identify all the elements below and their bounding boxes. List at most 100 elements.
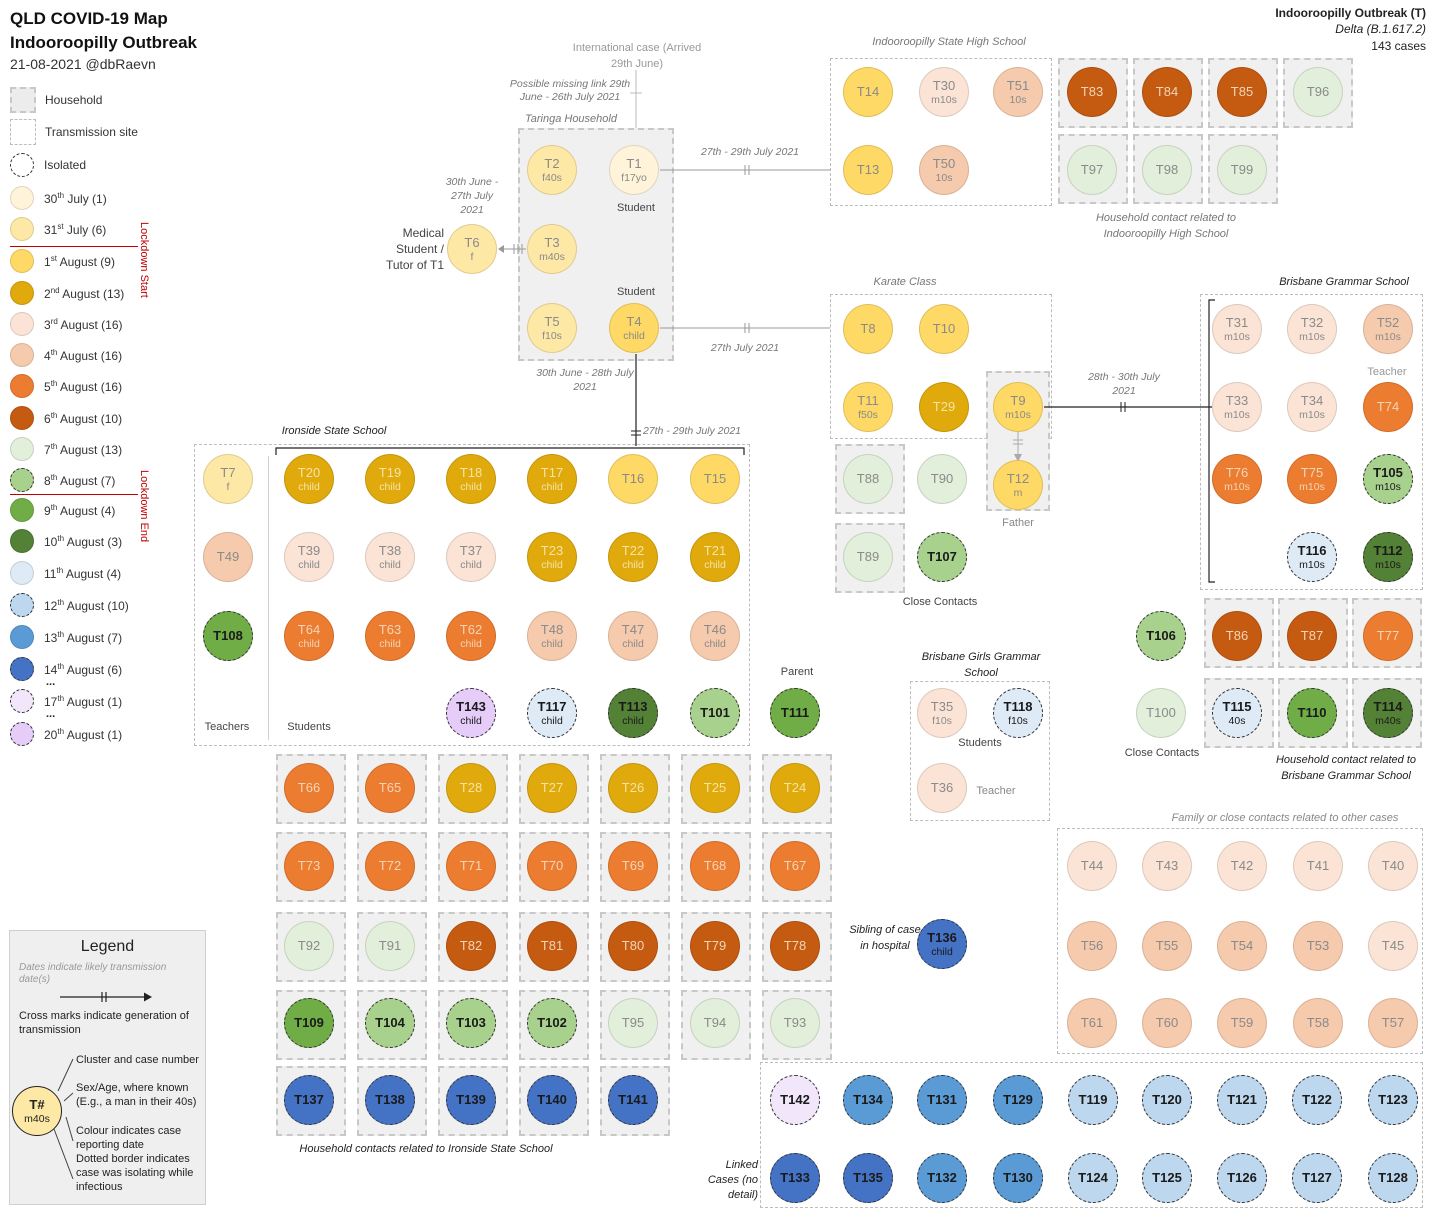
sibling-label: Sibling of case in hospital (849, 924, 921, 952)
legend-date-2: 31st July (6) (10, 216, 106, 242)
case-id: T3 (544, 234, 560, 250)
case-t131: T131 (917, 1075, 967, 1125)
case-id: T118 (1003, 698, 1033, 714)
case-sex-age: f (470, 250, 474, 263)
case-id: T16 (621, 471, 645, 486)
case-id: T100 (1146, 705, 1176, 720)
case-t99: T99 (1217, 145, 1267, 195)
case-t16: T16 (608, 454, 658, 504)
case-t42: T42 (1217, 841, 1267, 891)
case-t19: T19 child (365, 454, 415, 504)
household-bgs-label: Household contact related to Brisbane Gr… (1275, 754, 1417, 782)
case-id: T32 (1300, 314, 1324, 330)
legend-date-label: 8th August (7) (44, 472, 116, 488)
case-id: T58 (1306, 1015, 1330, 1030)
case-t120: T120 (1142, 1075, 1192, 1125)
case-id: T143 (456, 698, 486, 714)
legend-date-swatch (10, 374, 34, 398)
ironside-state-school-site (194, 444, 750, 746)
case-t128: T128 (1368, 1153, 1418, 1203)
linked-cases-label: Linked Cases (no detail) (707, 1159, 758, 1201)
case-t49: T49 (203, 532, 253, 582)
case-t52: T52 m10s (1363, 304, 1413, 354)
case-id: T123 (1378, 1092, 1408, 1107)
case-sex-age: child (541, 480, 563, 493)
case-id: T45 (1381, 938, 1405, 953)
case-sex-age: child (298, 558, 320, 571)
case-t32: T32 m10s (1287, 304, 1337, 354)
case-t43: T43 (1142, 841, 1192, 891)
dates-note: Dates indicate likely transmission date(… (19, 962, 167, 985)
bggs-teacher-label: Teacher (976, 785, 1016, 797)
case-t91: T91 (365, 921, 415, 971)
case-sex-age: child (541, 714, 563, 727)
legend-date-17: 17th August (1) (10, 688, 122, 714)
case-t112: T112 m10s (1363, 532, 1413, 582)
case-id: T89 (856, 549, 880, 564)
case-id: T20 (297, 464, 321, 480)
case-id: T115 (1222, 698, 1252, 714)
case-t98: T98 (1142, 145, 1192, 195)
case-id: T36 (930, 780, 954, 795)
case-t39: T39 child (284, 532, 334, 582)
case-id: T15 (703, 471, 727, 486)
karate-class-site (830, 294, 1052, 439)
case-id: T131 (927, 1092, 957, 1107)
case-sex-age: m10s (931, 93, 957, 106)
case-id: T121 (1227, 1092, 1257, 1107)
case-t48: T48 child (527, 611, 577, 661)
case-t89: T89 (843, 532, 893, 582)
case-t17: T17 child (527, 454, 577, 504)
case-t24: T24 (770, 763, 820, 813)
case-id: T5 (544, 313, 560, 329)
case-t94: T94 (690, 998, 740, 1048)
cluster-note: Cluster and case number (76, 1054, 199, 1066)
case-sex-age: child (460, 714, 482, 727)
case-id: T104 (375, 1015, 405, 1030)
case-id: T129 (1003, 1092, 1033, 1107)
missing-link-label: Possible missing link 29th June - 26th J… (509, 78, 631, 103)
legend-date-label: 3rd August (16) (44, 316, 123, 332)
case-id: T112 (1373, 542, 1403, 558)
case-id: T43 (1155, 858, 1179, 873)
case-id: T30 (932, 77, 956, 93)
case-sex-age: child (460, 558, 482, 571)
legend-date-swatch (10, 625, 34, 649)
case-id: T53 (1306, 938, 1330, 953)
case-t21: T21 child (690, 532, 740, 582)
case-t50: T50 10s (919, 145, 969, 195)
case-id: T84 (1155, 84, 1179, 99)
case-sex-age: child (298, 480, 320, 493)
case-sex-age: m40s (539, 250, 565, 263)
case-id: T8 (860, 321, 876, 336)
case-sex-age: child (931, 945, 953, 958)
legend-date-12: 10th August (3) (10, 528, 122, 554)
t4-link-date-label: 27th July 2021 (710, 342, 780, 354)
case-id: T73 (297, 858, 321, 873)
case-id: T114 (1373, 698, 1403, 714)
case-id: T42 (1230, 858, 1254, 873)
case-id: T137 (294, 1092, 324, 1107)
case-id: T135 (853, 1170, 883, 1185)
case-t87: T87 (1287, 611, 1337, 661)
case-t33: T33 m10s (1212, 382, 1262, 432)
legend-ellipsis-2: ... (46, 708, 56, 720)
case-id: T17 (540, 464, 564, 480)
case-t108: T108 (203, 611, 253, 661)
case-t45: T45 (1368, 921, 1418, 971)
case-id: T82 (459, 938, 483, 953)
case-t82: T82 (446, 921, 496, 971)
legend-date-label: 31st July (6) (44, 221, 107, 237)
linked-cases-site (760, 1062, 1423, 1208)
outbreak-title: Indooroopilly Outbreak (10, 33, 198, 52)
legend-date-swatch (10, 249, 34, 273)
household-high-label: Household contact related to Indooroopil… (1095, 212, 1237, 240)
case-sex-age: child (623, 329, 645, 342)
case-id: T7 (220, 464, 236, 480)
case-t140: T140 (527, 1075, 577, 1125)
case-id: T101 (700, 705, 730, 720)
legend-isolated-label: Isolated (44, 158, 87, 172)
legend-date-3: 1st August (9) (10, 248, 115, 274)
case-t66: T66 (284, 763, 334, 813)
case-t64: T64 child (284, 611, 334, 661)
